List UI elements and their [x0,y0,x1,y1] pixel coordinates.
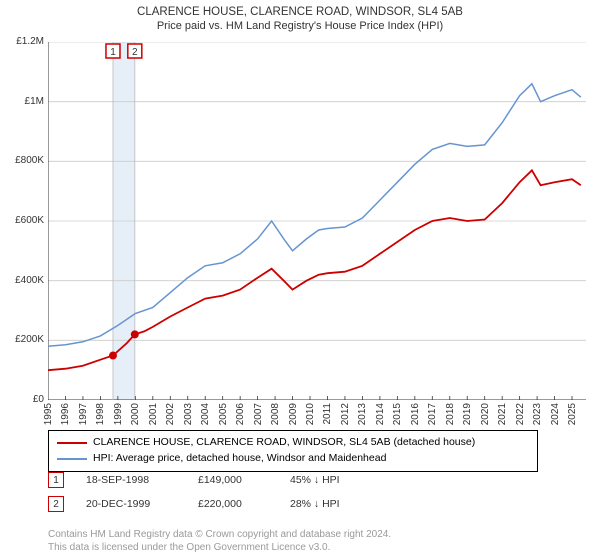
event-date-2: 20-DEC-1999 [86,498,176,510]
y-axis-label: £1.2M [4,36,44,47]
legend-row-property: CLARENCE HOUSE, CLARENCE ROAD, WINDSOR, … [57,435,529,451]
event-table: 1 18-SEP-1998 £149,000 45% ↓ HPI 2 20-DE… [48,472,400,520]
chart-subtitle: Price paid vs. HM Land Registry's House … [0,18,600,32]
y-axis-label: £600K [4,215,44,226]
legend-label-property: CLARENCE HOUSE, CLARENCE ROAD, WINDSOR, … [93,435,475,451]
x-axis-label: 2001 [148,403,159,425]
legend-swatch-property [57,442,87,444]
event-row-1: 1 18-SEP-1998 £149,000 45% ↓ HPI [48,472,400,488]
event-pct-2: 28% ↓ HPI [290,498,400,510]
event-price-1: £149,000 [198,474,268,486]
y-axis-label: £200K [4,334,44,345]
legend-swatch-hpi [57,458,87,460]
x-axis-label: 2018 [445,403,456,425]
y-axis-label: £0 [4,394,44,405]
x-axis-label: 2014 [375,403,386,425]
legend-label-hpi: HPI: Average price, detached house, Wind… [93,451,386,467]
x-axis-label: 2025 [567,403,578,425]
chart-title: CLARENCE HOUSE, CLARENCE ROAD, WINDSOR, … [0,0,600,18]
event-price-2: £220,000 [198,498,268,510]
footer-line-1: Contains HM Land Registry data © Crown c… [48,528,391,541]
x-axis-label: 1999 [113,403,124,425]
svg-text:2: 2 [132,47,138,58]
x-axis-label: 2021 [497,403,508,425]
x-axis-label: 2013 [357,403,368,425]
x-axis-label: 2005 [218,403,229,425]
x-axis-label: 2011 [322,403,333,425]
x-axis-label: 2008 [270,403,281,425]
x-axis-label: 1996 [60,403,71,425]
x-axis-label: 2000 [130,403,141,425]
x-axis-label: 2020 [480,403,491,425]
x-axis-label: 2012 [340,403,351,425]
event-date-1: 18-SEP-1998 [86,474,176,486]
x-axis-label: 2022 [515,403,526,425]
x-axis-label: 2019 [462,403,473,425]
event-badge-2: 2 [48,496,64,512]
x-axis-label: 2010 [305,403,316,425]
x-axis-label: 2002 [165,403,176,425]
x-axis-label: 2007 [253,403,264,425]
x-axis-label: 1997 [78,403,89,425]
event-badge-1: 1 [48,472,64,488]
legend-row-hpi: HPI: Average price, detached house, Wind… [57,451,529,467]
x-axis-label: 2003 [183,403,194,425]
x-axis-label: 1995 [43,403,54,425]
x-axis-label: 2004 [200,403,211,425]
y-axis-label: £800K [4,155,44,166]
x-axis-label: 2009 [288,403,299,425]
svg-text:1: 1 [110,47,116,58]
event-pct-1: 45% ↓ HPI [290,474,400,486]
x-axis-label: 2024 [550,403,561,425]
y-axis-label: £400K [4,275,44,286]
legend-box: CLARENCE HOUSE, CLARENCE ROAD, WINDSOR, … [48,430,538,472]
x-axis-label: 1998 [95,403,106,425]
chart-plot: 12 [48,42,586,400]
x-axis-label: 2015 [392,403,403,425]
event-row-2: 2 20-DEC-1999 £220,000 28% ↓ HPI [48,496,400,512]
x-axis-label: 2017 [427,403,438,425]
x-axis-label: 2023 [532,403,543,425]
y-axis-label: £1M [4,96,44,107]
x-axis-label: 2016 [410,403,421,425]
footer-attribution: Contains HM Land Registry data © Crown c… [48,528,391,554]
x-axis-label: 2006 [235,403,246,425]
footer-line-2: This data is licensed under the Open Gov… [48,541,391,554]
